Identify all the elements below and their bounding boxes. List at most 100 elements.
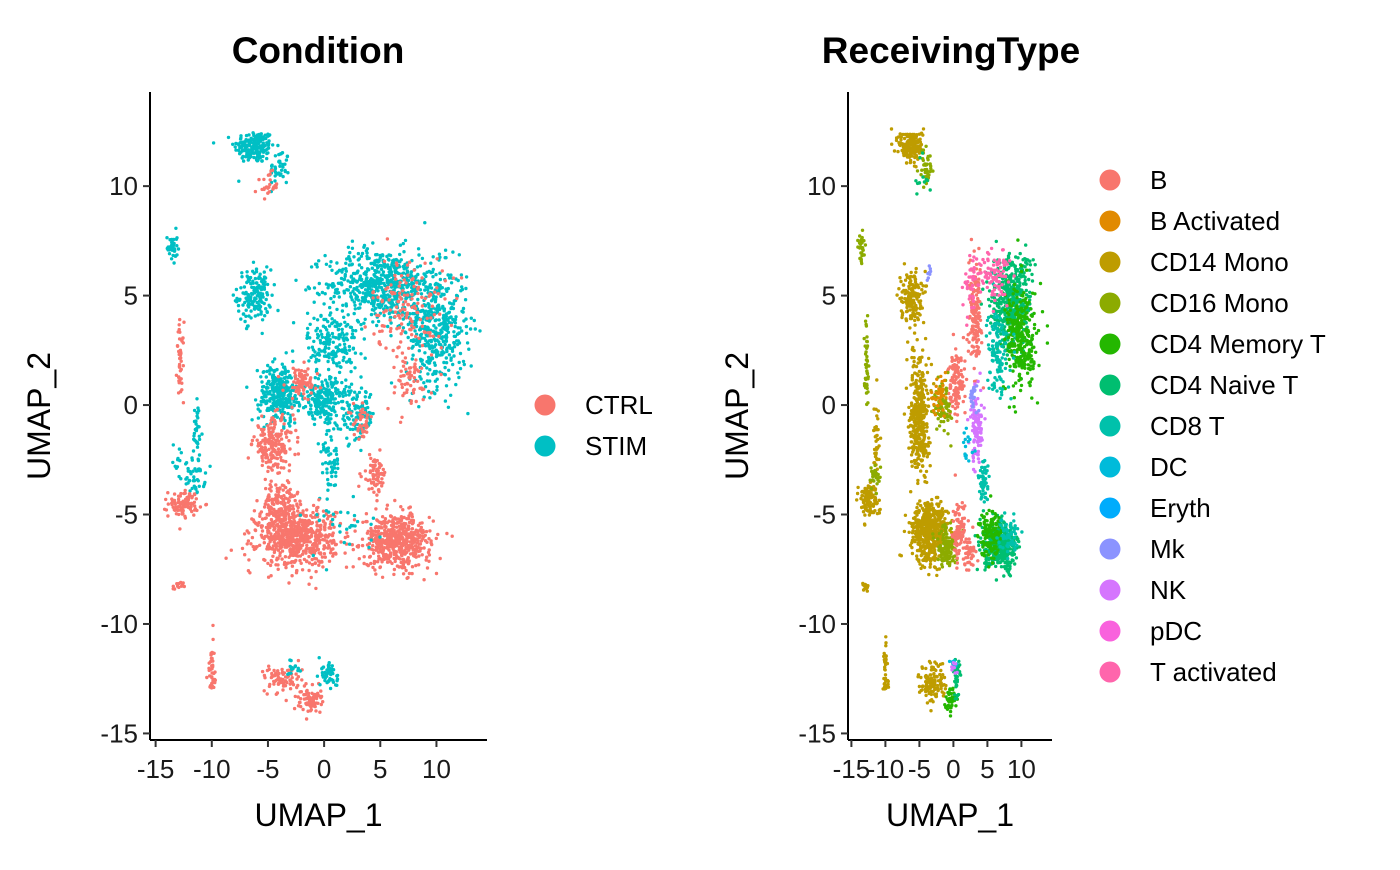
data-point	[289, 665, 292, 668]
data-point	[178, 447, 181, 450]
data-point	[259, 156, 262, 159]
data-point	[427, 560, 430, 563]
data-point	[406, 263, 409, 266]
data-point	[420, 296, 423, 299]
data-point	[249, 316, 252, 319]
data-point	[445, 348, 448, 351]
data-point	[360, 386, 363, 389]
data-point	[178, 331, 181, 334]
data-point	[354, 407, 357, 410]
data-point	[382, 311, 385, 314]
data-point	[276, 457, 279, 460]
data-point	[334, 325, 337, 328]
data-point	[404, 368, 407, 371]
data-point	[332, 405, 335, 408]
data-point	[399, 565, 402, 568]
data-point	[180, 360, 183, 363]
data-point	[341, 400, 344, 403]
data-point	[424, 339, 427, 342]
data-point	[335, 414, 338, 417]
data-point	[261, 670, 264, 673]
data-point	[305, 544, 308, 547]
data-point	[387, 253, 390, 256]
data-point	[391, 262, 394, 265]
data-point	[395, 355, 398, 358]
data-point	[389, 308, 392, 311]
data-point	[413, 532, 416, 535]
data-point	[211, 624, 214, 627]
data-point	[298, 690, 301, 693]
data-point	[431, 357, 434, 360]
data-point	[433, 313, 436, 316]
data-point	[172, 261, 175, 264]
data-point	[320, 667, 323, 670]
data-point	[172, 506, 175, 509]
data-point	[288, 515, 291, 518]
data-point	[363, 337, 366, 340]
data-point	[416, 380, 419, 383]
data-point	[195, 429, 198, 432]
data-point	[282, 684, 285, 687]
data-point	[438, 313, 441, 316]
data-point	[333, 463, 336, 466]
data-point	[290, 549, 293, 552]
data-point	[404, 300, 407, 303]
data-point	[324, 535, 327, 538]
data-point	[370, 538, 373, 541]
data-point	[381, 481, 384, 484]
data-point	[326, 429, 329, 432]
data-point	[321, 402, 324, 405]
data-point	[451, 348, 454, 351]
data-point	[353, 438, 356, 441]
data-point	[447, 406, 450, 409]
data-point	[395, 261, 398, 264]
data-point	[259, 305, 262, 308]
data-point	[254, 305, 257, 308]
data-point	[343, 321, 346, 324]
data-point	[432, 519, 435, 522]
data-point	[366, 284, 369, 287]
data-point	[284, 529, 287, 532]
data-point	[291, 360, 294, 363]
data-point	[364, 390, 367, 393]
data-point	[270, 164, 273, 167]
data-point	[313, 557, 316, 560]
data-point	[266, 382, 269, 385]
data-point	[192, 475, 195, 478]
data-point	[378, 548, 381, 551]
data-point	[315, 506, 318, 509]
data-point	[330, 409, 333, 412]
data-point	[322, 514, 325, 517]
data-point	[422, 283, 425, 286]
data-point	[366, 288, 369, 291]
data-point	[278, 165, 281, 168]
data-point	[259, 297, 262, 300]
data-point	[398, 379, 401, 382]
data-point	[317, 259, 320, 262]
data-point	[164, 498, 167, 501]
data-point	[283, 545, 286, 548]
data-point	[258, 515, 261, 518]
data-point	[434, 380, 437, 383]
data-point	[316, 318, 319, 321]
data-point	[406, 269, 409, 272]
data-point	[453, 299, 456, 302]
data-point	[295, 502, 298, 505]
data-point	[313, 694, 316, 697]
data-point	[266, 192, 269, 195]
point-cluster-stim	[232, 261, 280, 336]
data-point	[320, 396, 323, 399]
data-point	[427, 345, 430, 348]
data-point	[400, 332, 403, 335]
data-point	[445, 532, 448, 535]
data-point	[387, 274, 390, 277]
data-point	[353, 304, 356, 307]
data-point	[256, 403, 259, 406]
data-point	[273, 370, 276, 373]
data-point	[260, 380, 263, 383]
data-point	[326, 331, 329, 334]
data-point	[267, 506, 270, 509]
data-point	[405, 316, 408, 319]
